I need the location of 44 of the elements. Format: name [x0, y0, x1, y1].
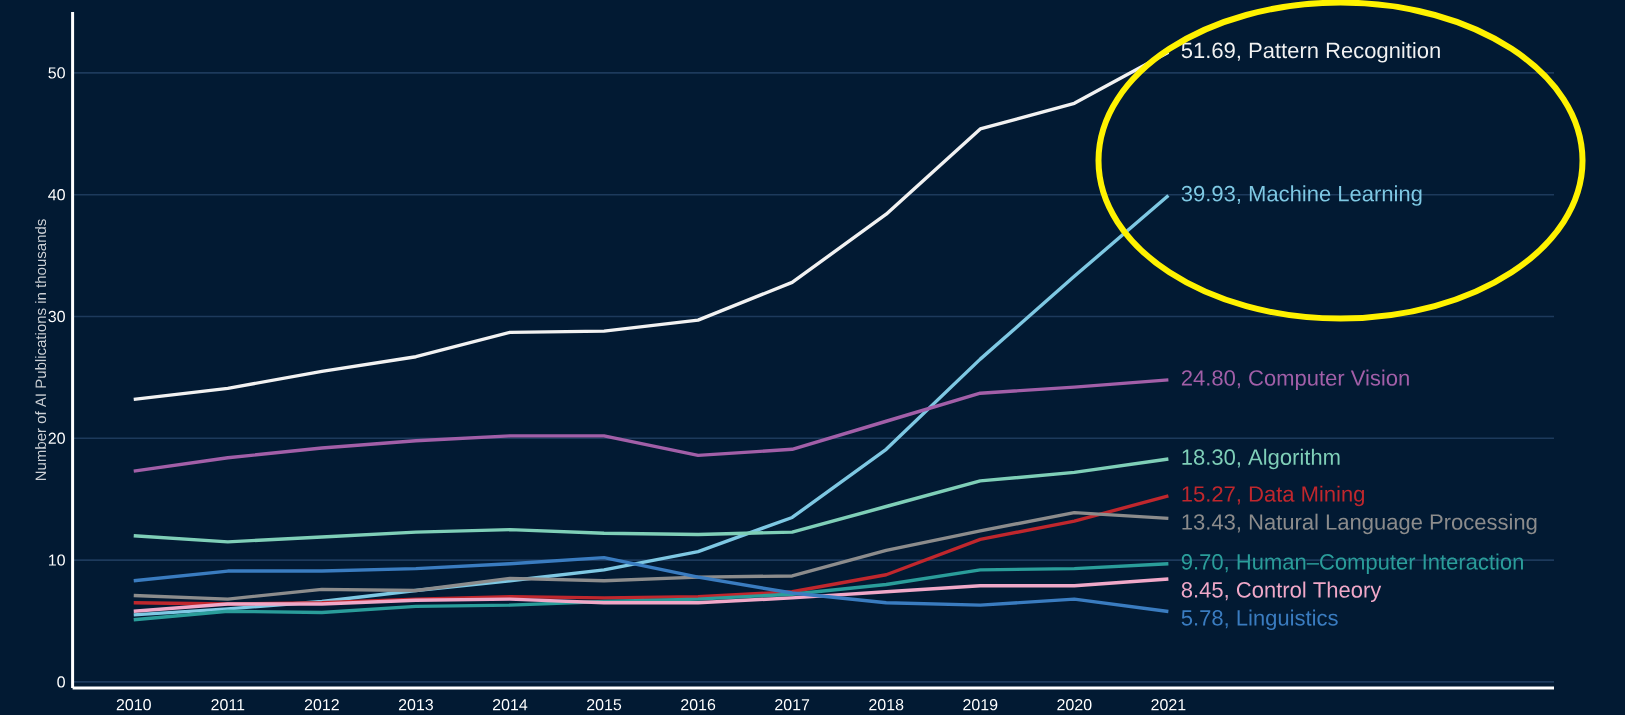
y-tick-label: 0: [57, 676, 65, 688]
x-tick-label: 2013: [398, 699, 433, 711]
line-series: [132, 577, 1171, 613]
y-tick-label: 40: [48, 189, 65, 201]
y-tick-label: 50: [48, 67, 65, 79]
data-label: 51.69,: [1181, 42, 1240, 61]
text: Pattern Recognition: [1249, 42, 1440, 63]
line-series: [132, 510, 1171, 601]
data-label: 15.27,: [1182, 486, 1240, 505]
x-tick-label: 2020: [1057, 699, 1092, 711]
data-label: 5.78,: [1181, 610, 1228, 629]
text: Data Mining: [1249, 485, 1364, 507]
x-tick-label: 2016: [681, 699, 716, 711]
line-series: [132, 378, 1171, 473]
y-axis-title: Number of AI Publications in thousands: [35, 219, 47, 481]
y-tick-label: 20: [48, 432, 65, 444]
y-tick-label: 10: [48, 554, 65, 566]
data-label: 9.70,: [1181, 554, 1228, 573]
text: Algorithm: [1248, 448, 1340, 470]
x-tick-label: 2010: [116, 699, 151, 711]
data-label: 8.45,: [1181, 582, 1228, 601]
line-series: [132, 562, 1171, 622]
x-tick-label: 2017: [775, 699, 810, 711]
text: Machine Learning: [1249, 185, 1422, 206]
text: Linguistics: [1237, 609, 1338, 631]
x-tick-label: 2019: [963, 699, 998, 711]
x-tick-label: 2018: [869, 699, 904, 711]
data-label: 18.30,: [1182, 449, 1240, 468]
y-tick-label: 30: [48, 310, 65, 323]
line-series: [132, 555, 1171, 614]
data-label: 39.93,: [1181, 185, 1240, 205]
x-tick-label: 2021: [1151, 699, 1186, 711]
text: Computer Vision: [1249, 369, 1409, 391]
text: Human–Computer Interaction: [1237, 553, 1523, 575]
x-tick-label: 2012: [304, 699, 339, 711]
x-tick-label: 2015: [587, 699, 622, 711]
x-tick-label: 2014: [492, 699, 528, 711]
data-label: 24.80,: [1181, 370, 1240, 389]
text: Natural Language Processing: [1249, 513, 1537, 535]
text: Control Theory: [1236, 581, 1382, 603]
line-series: [132, 457, 1171, 544]
line-series: [132, 50, 1171, 402]
x-tick-label: 2011: [211, 699, 245, 711]
data-label: 13.43,: [1182, 514, 1240, 533]
